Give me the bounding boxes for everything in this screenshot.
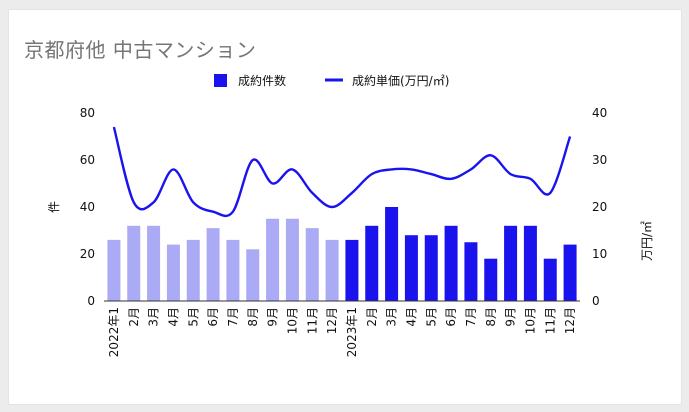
y2-axis-title: 万円/㎡ bbox=[640, 221, 654, 261]
bar bbox=[484, 258, 498, 301]
bar bbox=[563, 244, 577, 301]
x-tick-label: 7月 bbox=[464, 307, 478, 327]
chart-card bbox=[8, 9, 682, 405]
bar bbox=[365, 225, 379, 301]
bar bbox=[424, 235, 438, 301]
bar bbox=[266, 218, 280, 301]
x-tick-label: 8月 bbox=[246, 307, 260, 327]
x-tick-label: 11月 bbox=[543, 307, 557, 334]
x-tick-label: 2月 bbox=[127, 307, 141, 327]
bar bbox=[285, 218, 299, 301]
x-tick-label: 5月 bbox=[424, 307, 438, 327]
x-tick-label: 10月 bbox=[523, 307, 537, 334]
x-tick-label: 6月 bbox=[206, 307, 220, 327]
bar bbox=[464, 242, 478, 301]
x-tick-label: 9月 bbox=[504, 307, 518, 327]
x-tick-label: 2月 bbox=[365, 307, 379, 327]
y-tick-label: 0 bbox=[87, 294, 95, 308]
bar bbox=[523, 225, 537, 301]
bar bbox=[385, 207, 399, 301]
legend-label-line: 成約単価(万円/㎡) bbox=[352, 73, 449, 88]
legend-label-bars: 成約件数 bbox=[238, 73, 286, 88]
bar bbox=[226, 239, 240, 301]
bar bbox=[444, 225, 458, 301]
bar bbox=[325, 239, 339, 301]
y2-tick-label: 20 bbox=[592, 200, 607, 214]
bar bbox=[107, 239, 121, 301]
y-tick-label: 60 bbox=[80, 153, 95, 167]
y-tick-label: 40 bbox=[80, 200, 95, 214]
y-tick-label: 80 bbox=[80, 106, 95, 120]
y2-tick-label: 0 bbox=[592, 294, 600, 308]
bar bbox=[404, 235, 418, 301]
y2-tick-label: 10 bbox=[592, 247, 607, 261]
x-tick-label: 12月 bbox=[563, 307, 577, 334]
x-tick-label: 10月 bbox=[285, 307, 299, 334]
bar bbox=[504, 225, 518, 301]
bar bbox=[186, 239, 200, 301]
price-line bbox=[112, 126, 572, 218]
x-tick-label: 6月 bbox=[444, 307, 458, 327]
bar bbox=[246, 249, 260, 301]
x-tick-label: 7月 bbox=[226, 307, 240, 327]
y-axis-title: 件 bbox=[47, 201, 61, 213]
x-tick-label: 5月 bbox=[186, 307, 200, 327]
x-tick-label: 3月 bbox=[385, 307, 399, 327]
bar bbox=[305, 228, 319, 301]
x-tick-label: 11月 bbox=[305, 307, 319, 334]
chart-title: 京都府他 中古マンション bbox=[24, 38, 257, 62]
x-tick-label: 4月 bbox=[166, 307, 180, 327]
x-tick-label: 9月 bbox=[266, 307, 280, 327]
x-tick-label: 12月 bbox=[325, 307, 339, 334]
bar bbox=[147, 225, 161, 301]
x-tick-label: 4月 bbox=[404, 307, 418, 327]
bar bbox=[127, 225, 141, 301]
bar bbox=[543, 258, 557, 301]
y2-tick-label: 40 bbox=[592, 106, 607, 120]
bar bbox=[345, 239, 359, 301]
x-tick-label: 2023年1 bbox=[345, 307, 359, 357]
x-tick-label: 2022年1 bbox=[107, 307, 121, 357]
bar bbox=[166, 244, 180, 301]
bar bbox=[206, 228, 220, 301]
x-tick-label: 8月 bbox=[484, 307, 498, 327]
x-tick-label: 3月 bbox=[147, 307, 161, 327]
y-tick-label: 20 bbox=[80, 247, 95, 261]
legend-swatch-bars bbox=[214, 74, 227, 87]
y2-tick-label: 30 bbox=[592, 153, 607, 167]
